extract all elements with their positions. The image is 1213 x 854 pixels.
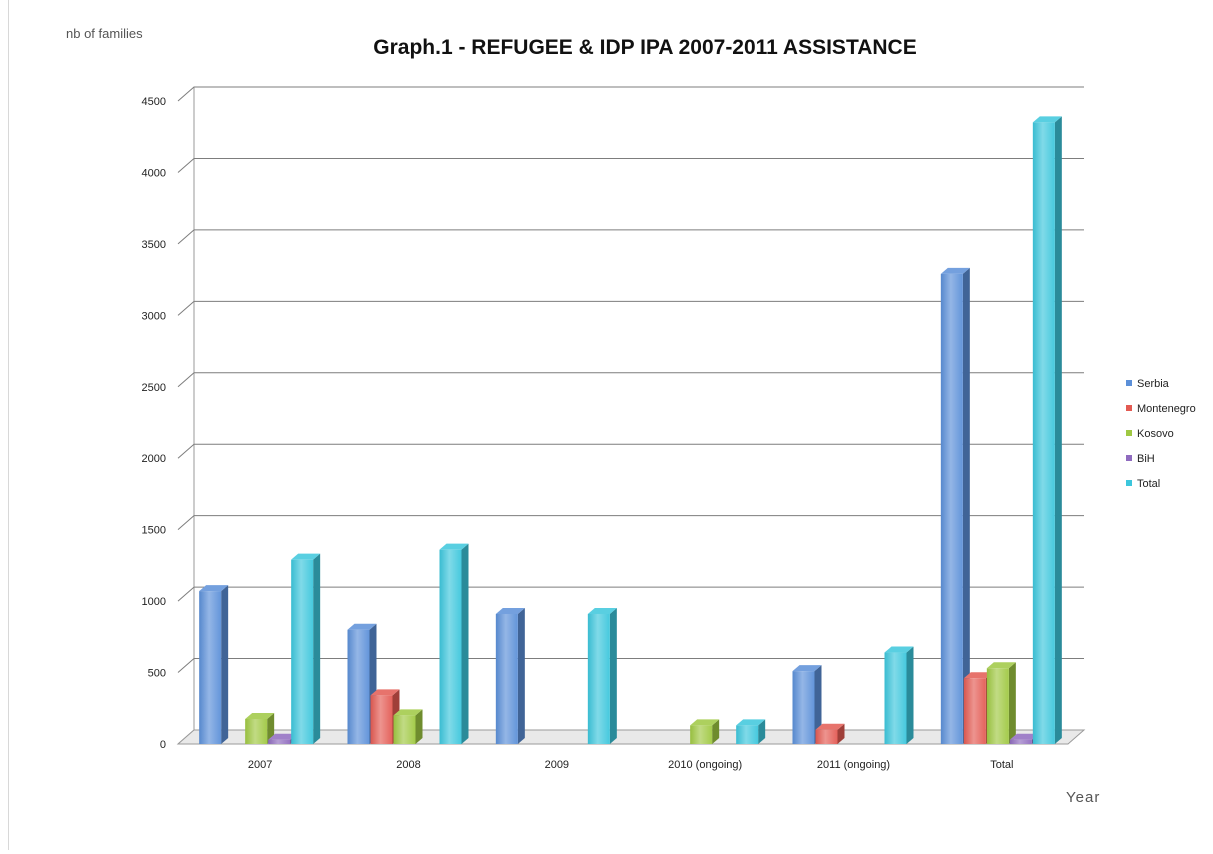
bar-kosovo-total — [986, 662, 1016, 744]
gridline — [177, 229, 1084, 245]
y-tick-label: 0 — [160, 739, 166, 751]
legend-swatch-total — [1126, 480, 1132, 486]
chart-title: Graph.1 - REFUGEE & IDP IPA 2007-2011 AS… — [373, 36, 916, 59]
legend-swatch-bih — [1126, 455, 1132, 461]
x-axis-label: Year — [1066, 789, 1100, 806]
gridline — [177, 658, 1084, 673]
legend-swatch-kosovo — [1126, 430, 1132, 436]
bar-kosovo-2010-ongoing- — [690, 719, 720, 744]
bar-serbia-total — [940, 267, 970, 744]
y-tick-label: 3000 — [142, 310, 166, 322]
gridline — [177, 86, 1084, 102]
bar-total-2010-ongoing- — [736, 719, 766, 744]
bar-montenegro-2011-ongoing- — [815, 723, 845, 744]
y-tick-label: 1000 — [142, 596, 166, 608]
legend: Serbia Montenegro Kosovo BiH Total — [1126, 378, 1196, 490]
y-tick-label: 2000 — [142, 453, 166, 465]
y-tick-label: 500 — [148, 668, 166, 680]
bar-total-2011-ongoing- — [884, 646, 914, 744]
y-tick-labels: 0 500 1000 1500 2000 2500 3000 3500 4000 4500 — [142, 96, 166, 751]
bars-layer — [199, 116, 1062, 744]
legend-label-montenegro: Montenegro — [1137, 403, 1196, 415]
y-tick-label: 4500 — [142, 96, 166, 108]
x-tick-label: 2009 — [545, 759, 569, 771]
x-tick-label: 2010 (ongoing) — [668, 759, 742, 771]
y-tick-label: 3500 — [142, 239, 166, 251]
gridline — [177, 586, 1084, 602]
bar-total-2007 — [291, 553, 321, 744]
gridline — [177, 443, 1084, 459]
legend-label-kosovo: Kosovo — [1137, 428, 1174, 440]
bar-total-2009 — [587, 607, 617, 744]
x-tick-label: Total — [990, 759, 1013, 771]
legend-swatch-montenegro — [1126, 405, 1132, 411]
left-wall — [177, 87, 195, 745]
legend-label-serbia: Serbia — [1137, 378, 1170, 390]
legend-label-total: Total — [1137, 478, 1160, 490]
bar-serbia-2007 — [199, 585, 229, 744]
x-tick-label: 2011 (ongoing) — [817, 759, 890, 771]
chart-frame — [8, 0, 1212, 850]
category-labels: 2007 2008 2009 2010 (ongoing) 2011 (ongoing)… — [248, 759, 1014, 771]
bar-total-2008 — [439, 543, 469, 744]
bar-kosovo-2008 — [393, 709, 423, 744]
y-axis-label: nb of families — [66, 26, 143, 41]
x-tick-label: 2007 — [248, 759, 272, 771]
gridline — [177, 515, 1084, 531]
gridline — [177, 157, 1084, 173]
y-tick-label: 2500 — [142, 382, 166, 394]
y-tick-label: 1500 — [142, 525, 166, 537]
y-tick-label: 4000 — [142, 167, 166, 179]
bar-total-total — [1032, 116, 1062, 744]
bar-serbia-2011-ongoing- — [792, 665, 822, 744]
legend-swatch-serbia — [1126, 380, 1132, 386]
x-tick-label: 2008 — [396, 759, 420, 771]
bar-serbia-2009 — [495, 607, 525, 744]
gridline — [177, 372, 1084, 388]
gridline — [177, 300, 1084, 316]
legend-label-bih: BiH — [1137, 453, 1155, 465]
